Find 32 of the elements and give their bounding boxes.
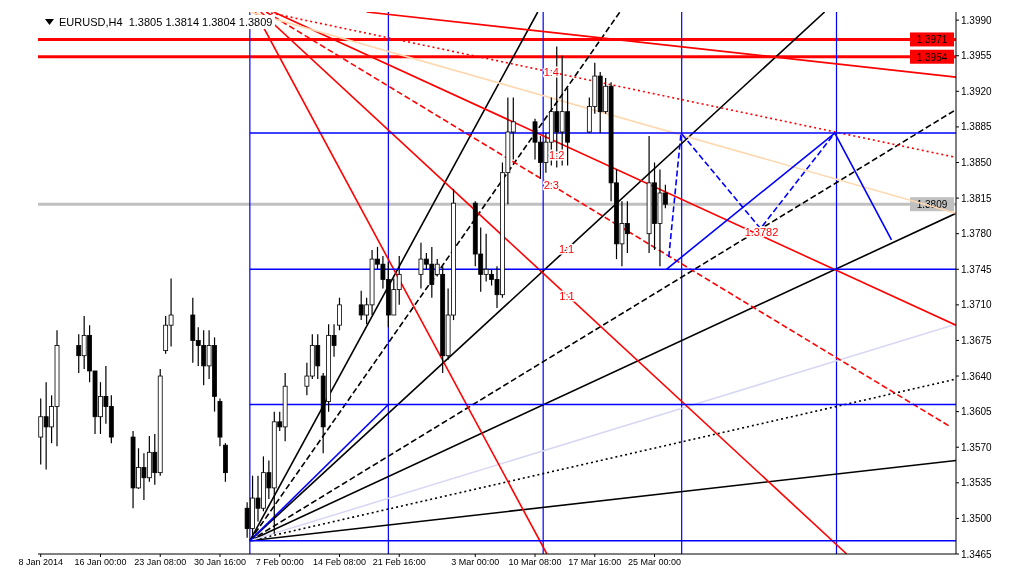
x-tick-label: 3 Mar 00:00 <box>451 557 500 568</box>
x-tick-label: 21 Feb 16:00 <box>372 557 426 568</box>
y-tick-label: 1.3605 <box>961 406 993 418</box>
y-tick-label: 1.3815 <box>961 192 993 204</box>
ref-line-label: 1.3809 <box>916 199 948 211</box>
y-tick-label: 1.3885 <box>961 121 993 133</box>
y-tick-label: 1.3675 <box>961 335 993 346</box>
annotation: 2:3 <box>543 178 559 191</box>
y-tick-label: 1.3500 <box>961 512 993 524</box>
y-tick-label: 1.3780 <box>961 228 993 240</box>
y-tick-label: 1.3990 <box>961 14 993 26</box>
x-tick-label: 30 Jan 16:00 <box>193 557 246 568</box>
y-tick-label: 1.3920 <box>961 85 993 97</box>
x-tick-label: 7 Feb 00:00 <box>255 557 304 568</box>
y-tick-label: 1.3710 <box>961 299 993 311</box>
x-tick-label: 10 Mar 08:00 <box>508 557 562 568</box>
y-tick-label: 1.3465 <box>961 548 993 560</box>
ref-line-label: 1.3954 <box>916 51 948 63</box>
y-tick-label: 1.3570 <box>961 441 993 453</box>
x-tick-label: 23 Jan 08:00 <box>134 557 187 568</box>
ref-line-label: 1.3971 <box>916 34 948 46</box>
y-tick-label: 1.3955 <box>961 50 993 62</box>
x-tick-label: 16 Jan 00:00 <box>74 557 127 568</box>
x-tick-label: 8 Jan 2014 <box>18 557 63 568</box>
x-tick-label: 25 Mar 00:00 <box>628 557 682 568</box>
y-tick-label: 1.3535 <box>961 477 993 489</box>
chart-title: EURUSD,H4 1.3805 1.3814 1.3804 1.3809 <box>59 16 273 28</box>
y-tick-label: 1.3640 <box>961 370 993 382</box>
y-tick-label: 1.3745 <box>961 263 993 275</box>
x-tick-label: 14 Feb 08:00 <box>312 557 366 568</box>
y-tick-label: 1.3850 <box>961 157 993 169</box>
x-tick-label: 17 Mar 16:00 <box>568 557 622 568</box>
